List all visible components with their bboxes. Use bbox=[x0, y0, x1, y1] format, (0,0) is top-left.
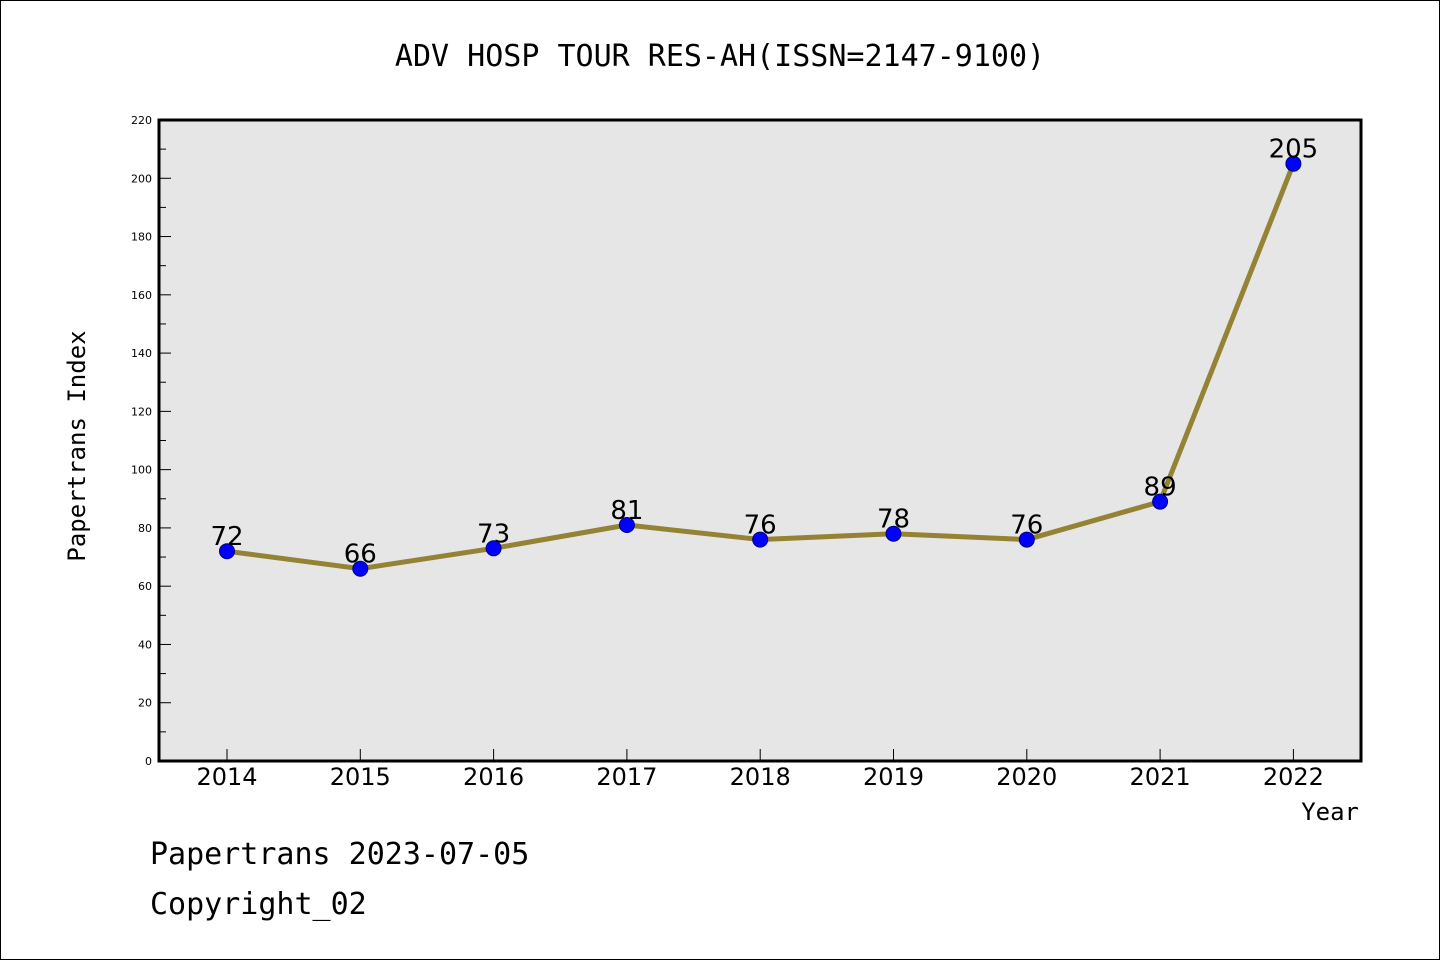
x-tick-label: 2017 bbox=[596, 763, 657, 791]
data-label: 205 bbox=[1269, 135, 1319, 165]
x-tick-label: 2015 bbox=[330, 763, 391, 791]
x-tick-label: 2020 bbox=[996, 763, 1057, 791]
y-tick-label: 0 bbox=[145, 755, 152, 768]
chart-title: ADV HOSP TOUR RES-AH(ISSN=2147-9100) bbox=[395, 39, 1045, 74]
y-axis-title: Papertrans Index bbox=[63, 330, 91, 561]
x-tick-label: 2016 bbox=[463, 763, 524, 791]
y-tick-label: 60 bbox=[138, 580, 152, 593]
y-tick-label: 160 bbox=[131, 289, 152, 302]
data-label: 76 bbox=[744, 511, 777, 541]
x-tick-label: 2021 bbox=[1130, 763, 1191, 791]
data-label: 66 bbox=[344, 540, 377, 570]
x-axis-title: Year bbox=[1301, 798, 1359, 826]
plot-area bbox=[159, 120, 1361, 761]
data-label: 73 bbox=[477, 519, 510, 549]
data-label: 78 bbox=[877, 505, 910, 535]
x-axis-ticks: 2014 2015 2016 2017 2018 2019 2020 2021 2022 bbox=[196, 749, 1324, 791]
y-tick-label: 200 bbox=[131, 172, 152, 185]
data-point bbox=[885, 525, 902, 542]
data-label: 81 bbox=[610, 496, 643, 526]
footer-copyright: Copyright_02 bbox=[150, 887, 367, 922]
data-point bbox=[352, 560, 369, 577]
y-tick-label: 80 bbox=[138, 522, 152, 535]
y-axis-ticks: 0 20 40 60 80 100 120 140 160 180 200 220 bbox=[131, 114, 171, 768]
x-tick-label: 2018 bbox=[730, 763, 791, 791]
y-tick-label: 100 bbox=[131, 464, 152, 477]
data-point bbox=[752, 531, 769, 548]
y-tick-label: 220 bbox=[131, 114, 152, 127]
data-label: 72 bbox=[210, 522, 243, 552]
data-label: 76 bbox=[1010, 511, 1043, 541]
data-point bbox=[618, 516, 635, 533]
data-point bbox=[1285, 155, 1302, 172]
y-tick-label: 40 bbox=[138, 638, 152, 651]
data-point bbox=[485, 540, 502, 557]
plot-border bbox=[157, 118, 1363, 763]
x-tick-label: 2019 bbox=[863, 763, 924, 791]
y-tick-label: 180 bbox=[131, 231, 152, 244]
data-label: 89 bbox=[1144, 473, 1177, 503]
x-tick-label: 2014 bbox=[196, 763, 257, 791]
data-point bbox=[219, 543, 235, 560]
x-tick-label: 2022 bbox=[1263, 763, 1324, 791]
series-group: 72 66 73 81 76 78 76 89 205 bbox=[210, 135, 1319, 577]
y-tick-label: 140 bbox=[131, 347, 152, 360]
data-point bbox=[1018, 531, 1035, 548]
y-tick-label: 120 bbox=[131, 405, 152, 418]
y-tick-label: 20 bbox=[138, 697, 152, 710]
footer-date: Papertrans 2023-07-05 bbox=[150, 837, 529, 872]
data-point bbox=[1152, 493, 1169, 510]
